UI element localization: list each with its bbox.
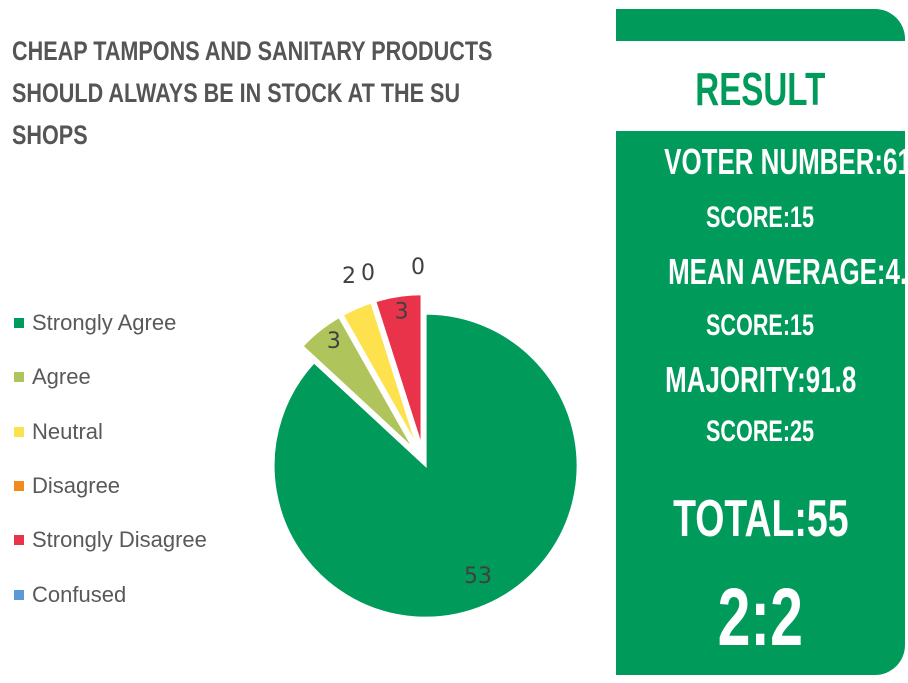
data-label: 2 bbox=[342, 264, 356, 289]
pie-slice bbox=[374, 293, 423, 447]
legend-item: Strongly Disagree bbox=[14, 513, 207, 567]
legend-item: Disagree bbox=[14, 459, 207, 513]
result-heading-text: RESULT bbox=[695, 63, 826, 115]
majority-text: MAJORITY:91.8 bbox=[664, 359, 857, 400]
data-label: 3 bbox=[327, 329, 341, 354]
legend-label: Disagree bbox=[32, 473, 121, 499]
result-panel: VOTER NUMBER:61 SCORE:15 MEAN AVERAGE:4.… bbox=[616, 131, 908, 675]
data-label: 53 bbox=[464, 564, 492, 589]
data-label: 3 bbox=[395, 300, 409, 325]
legend-item: Strongly Agree bbox=[14, 296, 207, 350]
score-2-text: SCORE:15 bbox=[706, 309, 815, 342]
total: TOTAL:55 bbox=[616, 489, 905, 549]
legend-swatch bbox=[14, 481, 24, 492]
legend-label: Neutral bbox=[32, 418, 103, 444]
mean-average-text: MEAN AVERAGE:4.69 bbox=[668, 251, 908, 292]
voter-number: VOTER NUMBER:61 bbox=[616, 141, 908, 183]
score-2: SCORE:15 bbox=[616, 309, 905, 343]
data-label: 0 bbox=[411, 255, 425, 280]
mean-average: MEAN AVERAGE:4.69 bbox=[616, 251, 908, 293]
legend-label: Strongly Agree bbox=[32, 310, 177, 336]
ratio: 2:2 bbox=[616, 571, 905, 665]
pie-slice bbox=[272, 312, 579, 619]
legend-label: Confused bbox=[32, 581, 127, 607]
legend: Strongly Agree Agree Neutral Disagree Strong… bbox=[14, 296, 207, 622]
legend-label: Agree bbox=[32, 364, 91, 390]
chart-title: CHEAP TAMPONS AND SANITARY PRODUCTS SHOU… bbox=[12, 36, 493, 150]
legend-swatch bbox=[14, 535, 24, 546]
legend-item: Confused bbox=[14, 567, 207, 621]
ratio-text: 2:2 bbox=[717, 572, 804, 663]
pie-slice bbox=[301, 315, 415, 451]
legend-swatch bbox=[14, 426, 24, 437]
legend-swatch bbox=[14, 318, 24, 329]
score-1-text: SCORE:15 bbox=[706, 201, 815, 234]
total-text: TOTAL:55 bbox=[672, 490, 849, 548]
majority: MAJORITY:91.8 bbox=[616, 359, 905, 401]
pie-slice bbox=[341, 301, 419, 448]
legend-swatch bbox=[14, 589, 24, 600]
voter-number-text: VOTER NUMBER:61 bbox=[664, 141, 908, 182]
legend-item: Agree bbox=[14, 350, 207, 404]
data-label: 0 bbox=[361, 261, 375, 286]
result-heading: RESULT bbox=[616, 62, 905, 116]
score-1: SCORE:15 bbox=[616, 201, 905, 235]
legend-item: Neutral bbox=[14, 405, 207, 459]
score-3: SCORE:25 bbox=[616, 415, 905, 449]
score-3-text: SCORE:25 bbox=[706, 415, 815, 448]
legend-label: Strongly Disagree bbox=[32, 527, 207, 553]
legend-swatch bbox=[14, 372, 24, 383]
top-bar bbox=[616, 9, 905, 41]
